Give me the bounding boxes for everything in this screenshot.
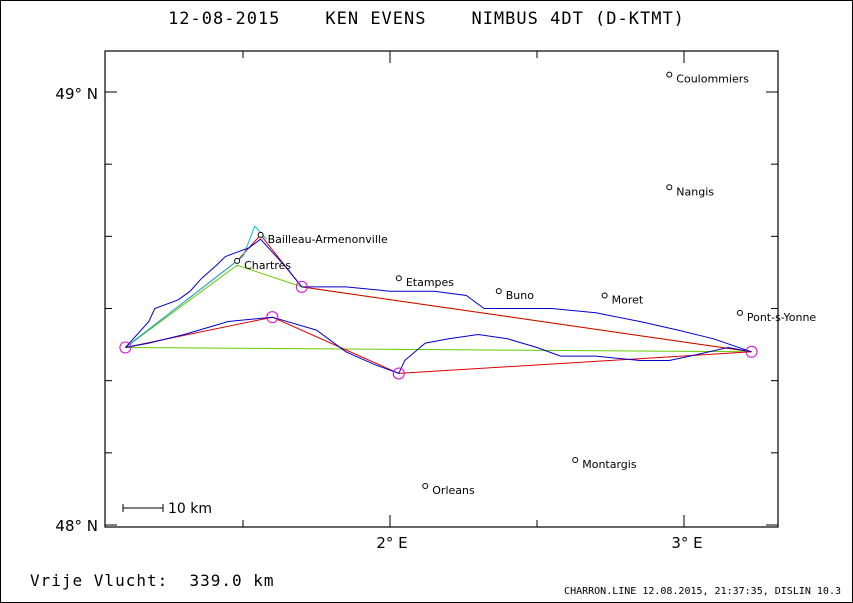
turnpoint-marker — [745, 345, 758, 358]
glider-name: NIMBUS 4DT (D-KTMT) — [471, 9, 685, 29]
turnpoint-marker — [119, 341, 132, 354]
lat-label-49: 49° N — [55, 85, 98, 103]
axis-labels: 49° N 48° N 2° E 3° E — [55, 85, 702, 552]
town-marker — [234, 257, 241, 264]
town-label: Chartres — [244, 259, 291, 272]
lon-label-2: 2° E — [376, 534, 407, 552]
town-marker — [572, 457, 579, 464]
town-marker — [601, 292, 608, 299]
town-label: Coulommiers — [676, 73, 749, 86]
axis-ticks — [105, 51, 778, 527]
town-buno: Buno — [495, 288, 534, 302]
town-chartres: Chartres — [234, 257, 291, 272]
distance-readout: Vrije Vlucht: 339.0 km — [30, 571, 275, 590]
town-marker — [736, 309, 743, 316]
town-label: Montargis — [582, 458, 637, 471]
turnpoints — [119, 280, 758, 380]
pilot-name: KEN EVENS — [325, 9, 427, 29]
scale-bar-label: 10 km — [168, 501, 212, 517]
flight-date: 12-08-2015 — [168, 9, 281, 29]
town-marker — [395, 275, 402, 282]
scale-bar: 10 km — [122, 501, 212, 517]
town-moret: Moret — [601, 292, 644, 307]
turnpoint-marker — [392, 367, 405, 380]
town-label: Moret — [612, 294, 644, 307]
town-orleans: Orleans — [422, 483, 475, 497]
map-plot-border — [104, 50, 779, 528]
map-title: 12-08-2015 KEN EVENS NIMBUS 4DT (D-KTMT) — [0, 9, 853, 29]
flight-track — [125, 238, 752, 375]
town-label: Buno — [506, 289, 534, 302]
town-etampes: Etampes — [395, 275, 454, 289]
turnpoint-marker — [266, 311, 279, 324]
file-info: CHARRON.LINE 12.08.2015, 21:37:35, DISLI… — [564, 586, 841, 597]
cyan-line — [125, 225, 267, 348]
town-label: Etampes — [406, 276, 454, 289]
town-label: Orleans — [432, 484, 475, 497]
town-marker — [422, 483, 429, 490]
town-montargis: Montargis — [572, 457, 637, 471]
distance-label: Vrije Vlucht: — [30, 571, 169, 590]
town-label: Nangis — [676, 185, 714, 198]
town-marker — [257, 231, 264, 238]
turnpoint-marker — [295, 280, 308, 293]
town-label: Bailleau-Armenonville — [268, 233, 388, 246]
distance-value: 339.0 km — [189, 571, 275, 590]
town-marker — [666, 71, 673, 78]
town-bailleau-armenonville: Bailleau-Armenonville — [257, 231, 388, 246]
town-nangis: Nangis — [666, 184, 714, 198]
lat-label-48: 48° N — [55, 517, 98, 535]
town-pont-s-yonne: Pont-s-Yonne — [736, 309, 817, 324]
town-marker — [495, 288, 502, 295]
lon-label-3: 3° E — [671, 534, 702, 552]
towns: Coulommiers Nangis Bailleau-Armenonville Ch… — [234, 71, 817, 497]
task-line — [125, 234, 752, 374]
town-coulommiers: Coulommiers — [666, 71, 749, 86]
town-label: Pont-s-Yonne — [747, 311, 817, 324]
town-marker — [666, 184, 673, 191]
